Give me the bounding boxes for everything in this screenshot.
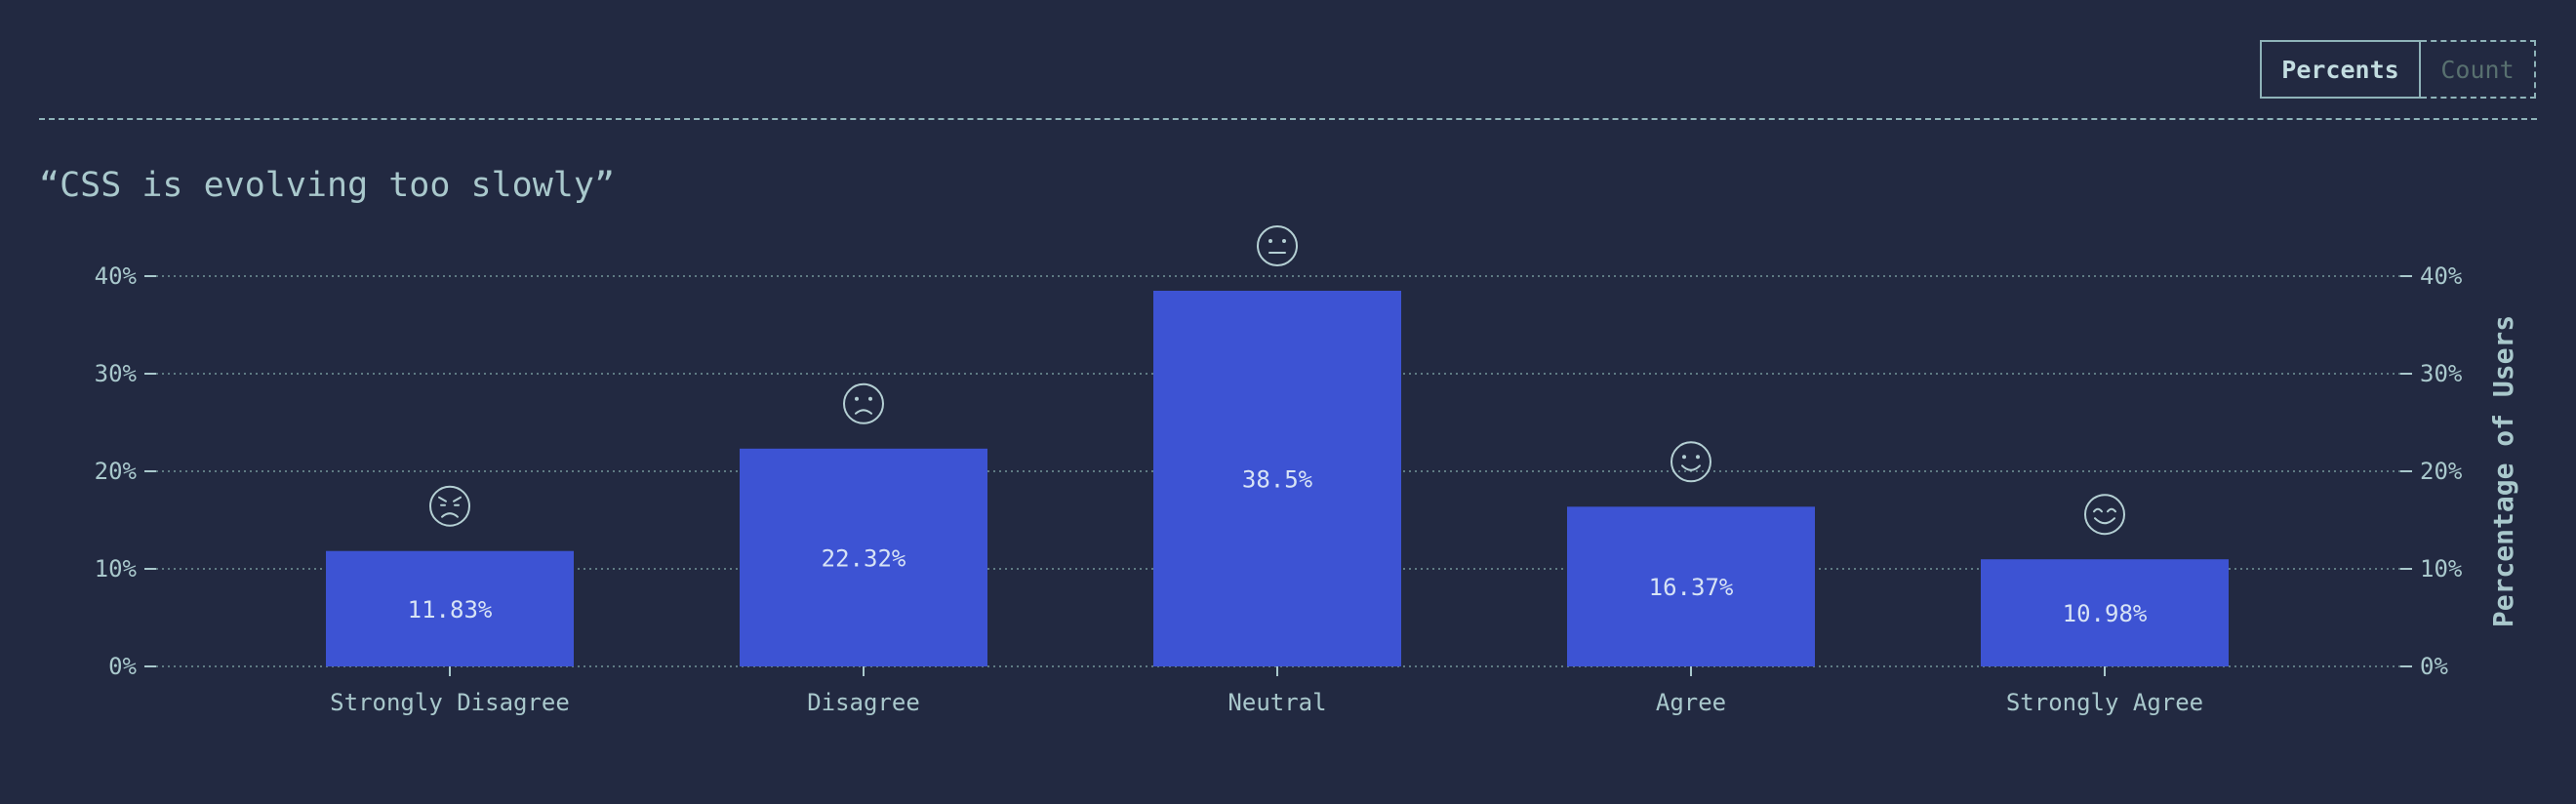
- y-tick-label-left: 0%: [108, 653, 137, 680]
- frowning-face-icon: [843, 382, 884, 424]
- eye: [1268, 239, 1272, 243]
- bar-value-label: 22.32%: [822, 544, 906, 572]
- eye: [868, 396, 872, 401]
- bar-value-label: 11.83%: [408, 596, 493, 623]
- count-toggle-button[interactable]: Count: [2421, 40, 2536, 99]
- chart-title: “CSS is evolving too slowly”: [39, 166, 616, 205]
- happy-face-icon: [2084, 494, 2125, 536]
- bar: [326, 550, 574, 666]
- bar-value-label: 38.5%: [1242, 466, 1313, 494]
- x-tick-label: Disagree: [807, 689, 920, 716]
- x-tick-label: Strongly Agree: [2006, 689, 2203, 716]
- eye: [855, 396, 859, 401]
- y-axis-label: Percentage of Users: [2487, 315, 2519, 627]
- x-tick-label: Strongly Disagree: [330, 689, 570, 716]
- eye: [1696, 455, 1700, 460]
- angry-face-icon: [429, 485, 470, 527]
- y-tick-label-left: 40%: [95, 262, 138, 290]
- y-tick-label-left: 30%: [95, 360, 138, 387]
- y-tick-label-left: 20%: [95, 458, 138, 485]
- y-tick-label-right: 30%: [2420, 360, 2463, 387]
- eye: [1682, 455, 1686, 460]
- header-divider: [39, 118, 2537, 120]
- bar: [1153, 291, 1401, 666]
- neutral-face-icon: [1257, 225, 1298, 266]
- y-tick-label-right: 10%: [2420, 555, 2463, 583]
- y-tick-label-left: 10%: [95, 555, 138, 583]
- bar-value-label: 10.98%: [2063, 600, 2148, 627]
- bar: [1567, 506, 1815, 666]
- view-toggle: Percents Count: [2260, 40, 2536, 99]
- y-tick-label-right: 0%: [2420, 653, 2448, 680]
- bar: [1981, 559, 2229, 666]
- eye: [1282, 239, 1286, 243]
- bar-value-label: 16.37%: [1649, 574, 1734, 601]
- smiling-face-icon: [1670, 441, 1711, 483]
- bar: [740, 448, 987, 666]
- y-tick-label-right: 20%: [2420, 458, 2463, 485]
- y-tick-label-right: 40%: [2420, 262, 2463, 290]
- x-tick-label: Neutral: [1228, 689, 1326, 716]
- x-tick-label: Agree: [1656, 689, 1726, 716]
- percents-toggle-button[interactable]: Percents: [2260, 40, 2421, 99]
